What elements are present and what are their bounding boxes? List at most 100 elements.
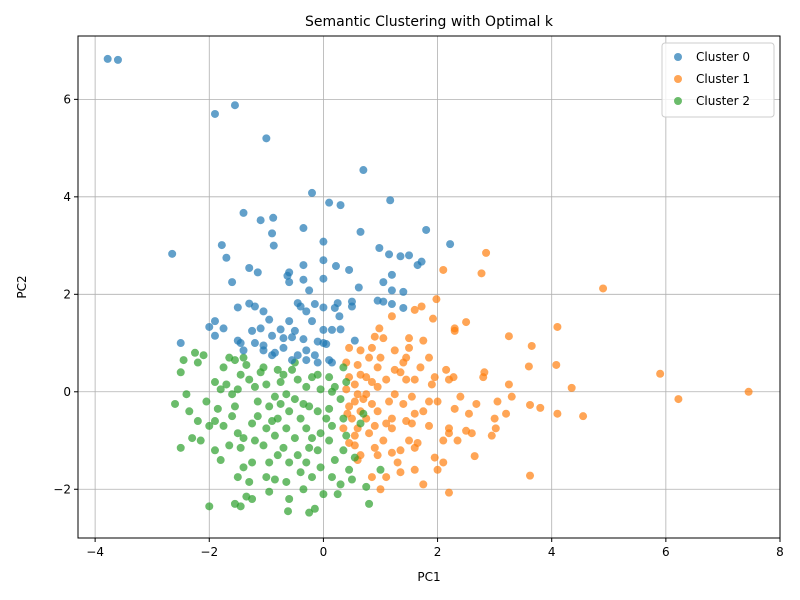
x-tick-label-5: 6: [662, 545, 670, 559]
cluster-1-point-82: [382, 419, 391, 428]
cluster-2-point-97: [330, 456, 339, 465]
cluster-0-point-25: [299, 261, 308, 270]
cluster-0-point-46: [387, 270, 396, 279]
cluster-2-point-42: [253, 397, 262, 406]
cluster-0-point-0: [103, 54, 112, 63]
cluster-0-point-72: [276, 325, 285, 334]
cluster-0-point-4: [262, 134, 271, 143]
cluster-1-point-48: [430, 373, 439, 382]
cluster-1-point-53: [419, 336, 428, 345]
cluster-0-point-83: [233, 336, 242, 345]
cluster-1-point-79: [382, 375, 391, 384]
cluster-1-point-74: [396, 468, 405, 477]
cluster-2-point-79: [302, 424, 311, 433]
cluster-2-point-123: [276, 399, 285, 408]
x-tick-label-3: 2: [434, 545, 442, 559]
axis-ticks: −4 −2 0 2 4 6 8 −2 0 2 4 6: [53, 92, 784, 559]
cluster-0-point-97: [302, 356, 311, 365]
cluster-1-point-42: [439, 436, 448, 445]
cluster-0-point-102: [239, 346, 248, 355]
cluster-0-point-45: [399, 287, 408, 296]
cluster-0-point-35: [413, 261, 422, 270]
cluster-2-point-107: [345, 465, 354, 474]
cluster-2-point-109: [347, 475, 356, 484]
cluster-1-point-80: [385, 397, 394, 406]
cluster-2-point-53: [270, 475, 279, 484]
cluster-0-point-57: [333, 299, 342, 308]
legend-marker-0: [674, 53, 682, 61]
series-cluster-0: [103, 54, 455, 367]
cluster-2-point-58: [276, 378, 285, 387]
cluster-0-point-10: [239, 208, 248, 217]
cluster-2-point-71: [290, 395, 299, 404]
cluster-1-point-64: [410, 409, 419, 418]
cluster-0-point-81: [176, 339, 185, 348]
cluster-1-point-8: [552, 360, 561, 369]
cluster-0-point-47: [233, 303, 242, 312]
cluster-2-point-13: [205, 502, 214, 511]
cluster-2-point-12: [202, 397, 211, 406]
cluster-2-point-51: [262, 473, 271, 482]
cluster-1-point-127: [390, 390, 399, 399]
cluster-1-point-88: [370, 332, 379, 341]
cluster-1-point-94: [373, 382, 382, 391]
cluster-1-point-68: [396, 446, 405, 455]
cluster-1-point-33: [450, 324, 459, 333]
cluster-1-point-6: [553, 322, 562, 331]
cluster-2-point-103: [336, 395, 345, 404]
cluster-2-point-32: [239, 463, 248, 472]
cluster-1-point-1: [674, 395, 683, 404]
cluster-2-point-8: [188, 434, 197, 443]
cluster-1-point-51: [425, 421, 433, 430]
cluster-2-point-117: [245, 375, 254, 384]
cluster-2-point-26: [236, 370, 245, 379]
cluster-0-point-42: [335, 312, 344, 321]
legend-label-1: Cluster 1: [696, 72, 750, 86]
cluster-2-point-60: [279, 370, 288, 379]
cluster-2-point-89: [313, 446, 322, 455]
cluster-0-point-2: [230, 101, 239, 110]
cluster-2-point-77: [302, 382, 311, 391]
cluster-2-point-81: [302, 458, 311, 467]
cluster-1-point-14: [504, 332, 513, 341]
cluster-0-point-14: [356, 227, 365, 236]
cluster-1-point-71: [410, 465, 419, 474]
cluster-1-point-75: [387, 312, 396, 321]
cluster-2-point-99: [336, 480, 345, 489]
cluster-1-point-12: [524, 362, 533, 371]
cluster-1-point-114: [350, 431, 359, 440]
cluster-2-point-88: [316, 429, 325, 438]
cluster-0-point-12: [269, 213, 278, 222]
cluster-2-point-124: [228, 390, 237, 399]
cluster-2-point-68: [284, 507, 293, 516]
cluster-1-point-87: [375, 324, 384, 333]
cluster-1-point-84: [379, 436, 388, 445]
cluster-2-point-94: [325, 404, 334, 413]
cluster-1-point-46: [432, 295, 441, 304]
cluster-0-point-53: [302, 307, 311, 316]
cluster-2-point-25: [233, 385, 242, 394]
cluster-0-point-33: [405, 251, 414, 260]
cluster-0-point-8: [336, 201, 345, 210]
cluster-0-point-23: [245, 263, 254, 272]
y-tick-label-4: 6: [63, 92, 71, 106]
cluster-2-point-0: [179, 356, 188, 365]
x-tick-label-6: 8: [776, 545, 784, 559]
cluster-2-point-95: [327, 421, 336, 430]
cluster-0-point-49: [250, 302, 259, 311]
cluster-0-point-40: [305, 286, 314, 295]
cluster-0-point-22: [222, 253, 231, 262]
cluster-1-point-20: [490, 414, 499, 423]
cluster-1-point-37: [456, 392, 465, 401]
cluster-1-point-23: [487, 431, 496, 440]
grid-lines: [78, 36, 781, 538]
series-cluster-1: [339, 248, 753, 497]
cluster-1-point-124: [345, 438, 354, 447]
cluster-2-point-75: [296, 468, 305, 477]
cluster-0-point-9: [386, 196, 395, 205]
cluster-2-point-20: [210, 446, 219, 455]
y-tick-label-0: −2: [53, 482, 71, 496]
cluster-0-point-77: [319, 325, 328, 334]
cluster-1-point-45: [444, 488, 453, 497]
cluster-0-point-31: [385, 250, 394, 259]
